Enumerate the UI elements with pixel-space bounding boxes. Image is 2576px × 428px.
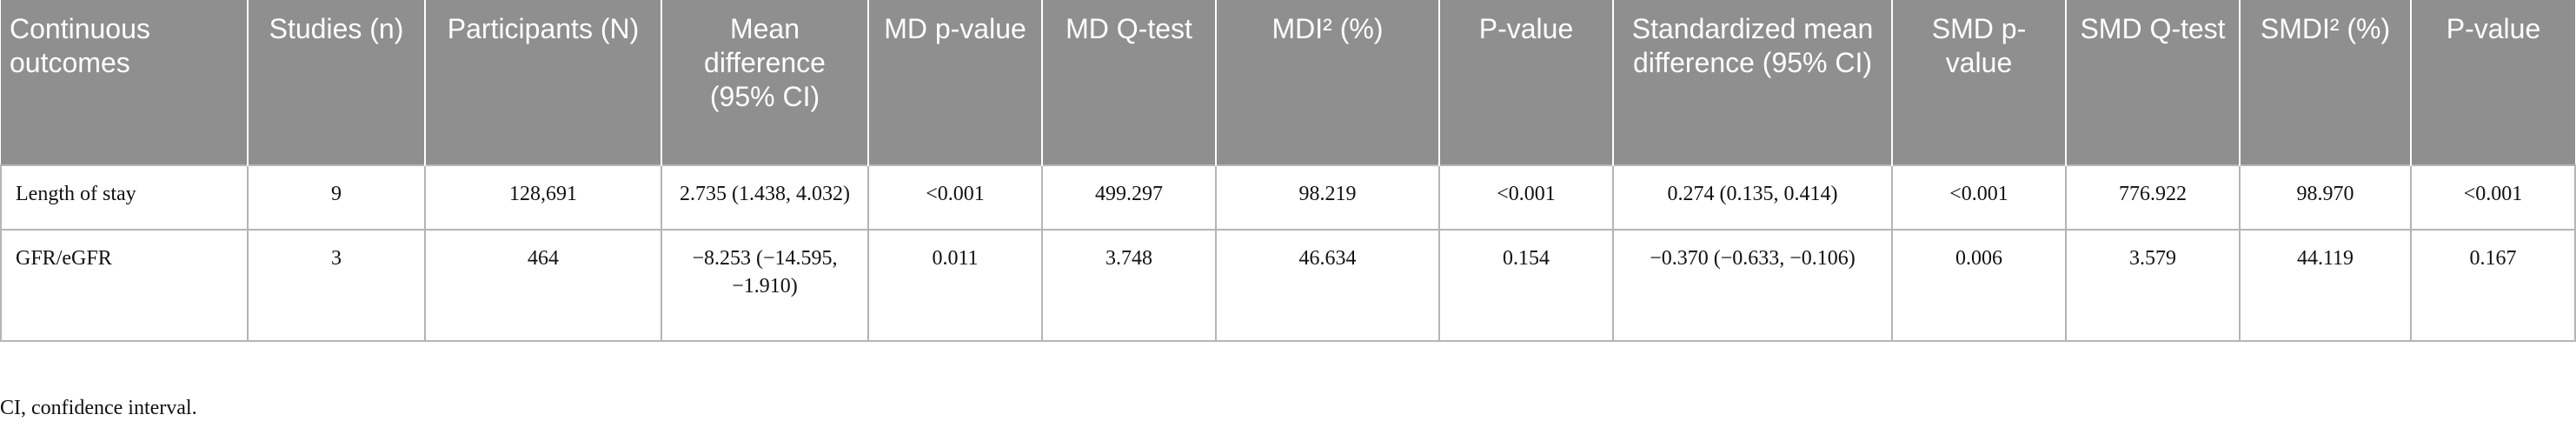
table-cell: 98.970 xyxy=(2239,164,2412,231)
table-cell: <0.001 xyxy=(1891,164,2067,231)
results-table: Continuous outcomes Studies (n) Participan… xyxy=(0,0,2576,342)
header-cell: SMD Q-test xyxy=(2065,0,2240,165)
table-cell: 3.748 xyxy=(1041,229,1217,342)
header-cell: Standardized mean difference (95% CI) xyxy=(1612,0,1892,165)
table-cell: <0.001 xyxy=(2410,164,2576,231)
table-cell: 499.297 xyxy=(1041,164,1217,231)
table-cell: 776.922 xyxy=(2065,164,2241,231)
header-cell: Participants (N) xyxy=(424,0,661,165)
table-row: GFR/eGFR 3 464 −8.253 (−14.595, −1.910) 0.01… xyxy=(0,229,2576,342)
table-body: Length of stay 9 128,691 2.735 (1.438, 4.03… xyxy=(0,164,2576,342)
table-cell: 464 xyxy=(424,229,662,342)
table-cell: 0.167 xyxy=(2410,229,2576,342)
table-cell: −8.253 (−14.595, −1.910) xyxy=(661,229,869,342)
table-cell: 0.154 xyxy=(1438,229,1614,342)
table-cell: 0.011 xyxy=(867,229,1043,342)
header-cell: MD Q-test xyxy=(1041,0,1216,165)
table-cell: 9 xyxy=(247,164,426,231)
table-cell: <0.001 xyxy=(867,164,1043,231)
header-cell: MDI² (%) xyxy=(1215,0,1439,165)
table-cell: 3 xyxy=(247,229,426,342)
table-cell: 0.006 xyxy=(1891,229,2067,342)
header-row: Continuous outcomes Studies (n) Participan… xyxy=(1,0,2575,165)
table-cell: <0.001 xyxy=(1438,164,1614,231)
header-cell: MD p-value xyxy=(867,0,1042,165)
header-cell: Mean difference (95% CI) xyxy=(661,0,868,165)
header-cell: Studies (n) xyxy=(247,0,425,165)
table-cell: 98.219 xyxy=(1215,164,1440,231)
table-row: Length of stay 9 128,691 2.735 (1.438, 4.03… xyxy=(0,164,2576,231)
table-cell: 44.119 xyxy=(2239,229,2412,342)
header-cell: Continuous outcomes xyxy=(1,0,248,165)
header-cell: SMDI² (%) xyxy=(2239,0,2411,165)
table-cell: 3.579 xyxy=(2065,229,2241,342)
table-cell: 2.735 (1.438, 4.032) xyxy=(661,164,869,231)
header-cell: SMD p-value xyxy=(1891,0,2066,165)
table-cell: Length of stay xyxy=(0,164,249,231)
table-cell: 46.634 xyxy=(1215,229,1440,342)
header-cell: P-value xyxy=(1438,0,1613,165)
footnote: CI, confidence interval. xyxy=(0,397,197,419)
table-cell: GFR/eGFR xyxy=(0,229,249,342)
table-cell: 0.274 (0.135, 0.414) xyxy=(1612,164,1893,231)
table-cell: −0.370 (−0.633, −0.106) xyxy=(1612,229,1893,342)
table-cell: 128,691 xyxy=(424,164,662,231)
header-cell: P-value xyxy=(2410,0,2575,165)
